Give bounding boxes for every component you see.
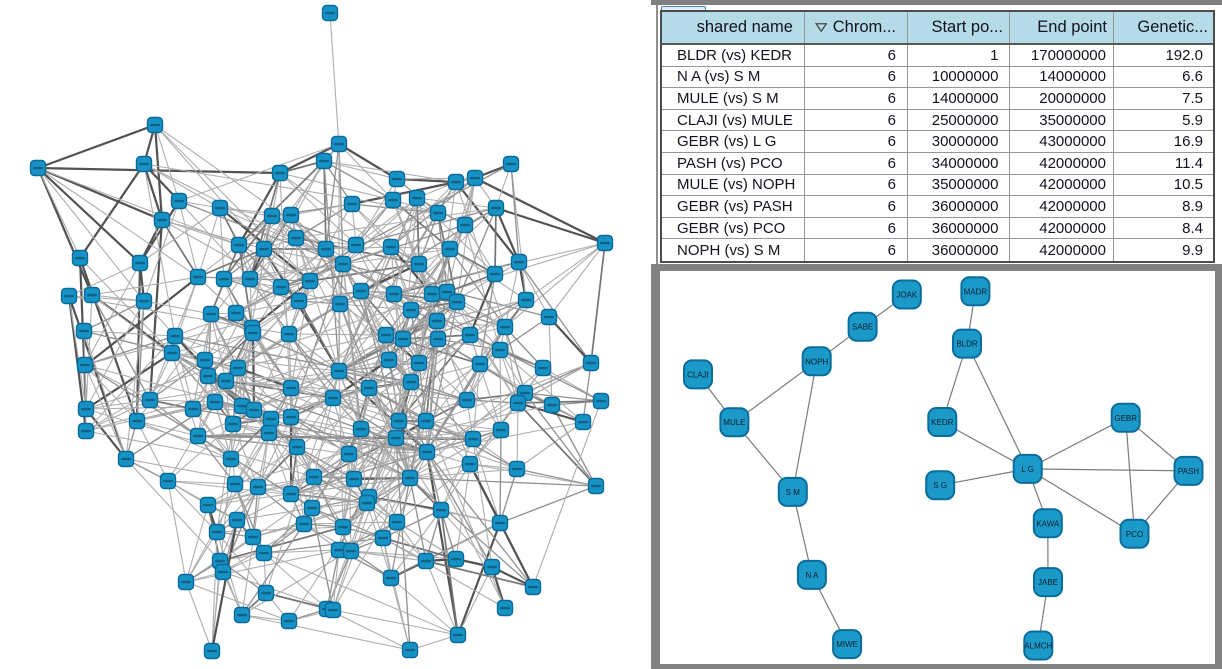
- svg-text:L G: L G: [1021, 465, 1034, 474]
- svg-text:NOPH: NOPH: [805, 357, 828, 366]
- svg-text:ALMCH: ALMCH: [1024, 642, 1052, 651]
- svg-text:PASH: PASH: [1178, 467, 1199, 476]
- svg-text:CLAJI: CLAJI: [687, 370, 709, 379]
- svg-text:KEDR: KEDR: [931, 418, 953, 427]
- svg-text:BLDR: BLDR: [956, 340, 978, 349]
- svg-text:SABE: SABE: [852, 323, 873, 332]
- svg-text:S M: S M: [786, 488, 801, 497]
- svg-text:MIWE: MIWE: [836, 640, 858, 649]
- svg-text:N A: N A: [805, 571, 819, 580]
- svg-text:KAWA: KAWA: [1036, 519, 1060, 528]
- svg-text:S G: S G: [933, 481, 947, 490]
- svg-text:GEBR: GEBR: [1114, 414, 1137, 423]
- svg-text:MADR: MADR: [964, 287, 988, 296]
- svg-text:MULE: MULE: [723, 418, 745, 427]
- svg-text:PCO: PCO: [1126, 530, 1143, 539]
- svg-text:JABE: JABE: [1038, 578, 1058, 587]
- svg-text:JOAK: JOAK: [896, 291, 918, 300]
